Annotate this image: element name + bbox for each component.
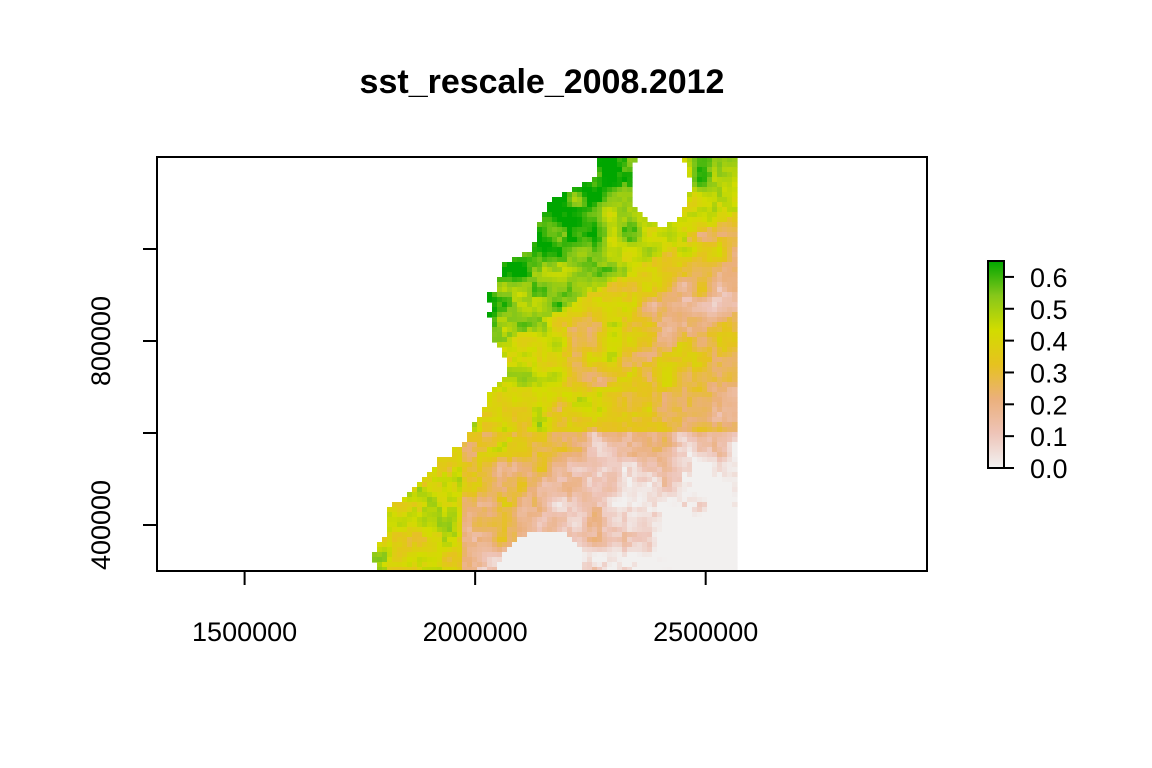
legend-tick-label: 0.6 xyxy=(1030,263,1068,293)
y-tick-label: 400000 xyxy=(86,480,116,570)
legend-tick-label: 0.5 xyxy=(1030,295,1068,325)
legend-tick-label: 0.2 xyxy=(1030,390,1068,420)
color-legend: 0.00.10.20.30.40.50.6 xyxy=(987,260,1068,484)
plot-title: sst_rescale_2008.2012 xyxy=(360,63,725,101)
x-tick-label: 2000000 xyxy=(423,617,528,647)
y-axis: 400000 800000 xyxy=(86,248,157,570)
x-tick-label: 2500000 xyxy=(653,617,758,647)
x-tick-label: 1500000 xyxy=(192,617,297,647)
plot-frame xyxy=(156,156,928,572)
y-tick-label: 800000 xyxy=(86,296,116,386)
raster-layer xyxy=(372,157,738,571)
legend-tick-label: 0.0 xyxy=(1030,454,1068,484)
legend-tick-label: 0.1 xyxy=(1030,422,1068,452)
legend-tick-label: 0.3 xyxy=(1030,358,1068,388)
x-axis: 1500000 2000000 2500000 xyxy=(192,571,758,647)
legend-tick-label: 0.4 xyxy=(1030,327,1068,357)
legend-colorbar xyxy=(987,260,1005,469)
